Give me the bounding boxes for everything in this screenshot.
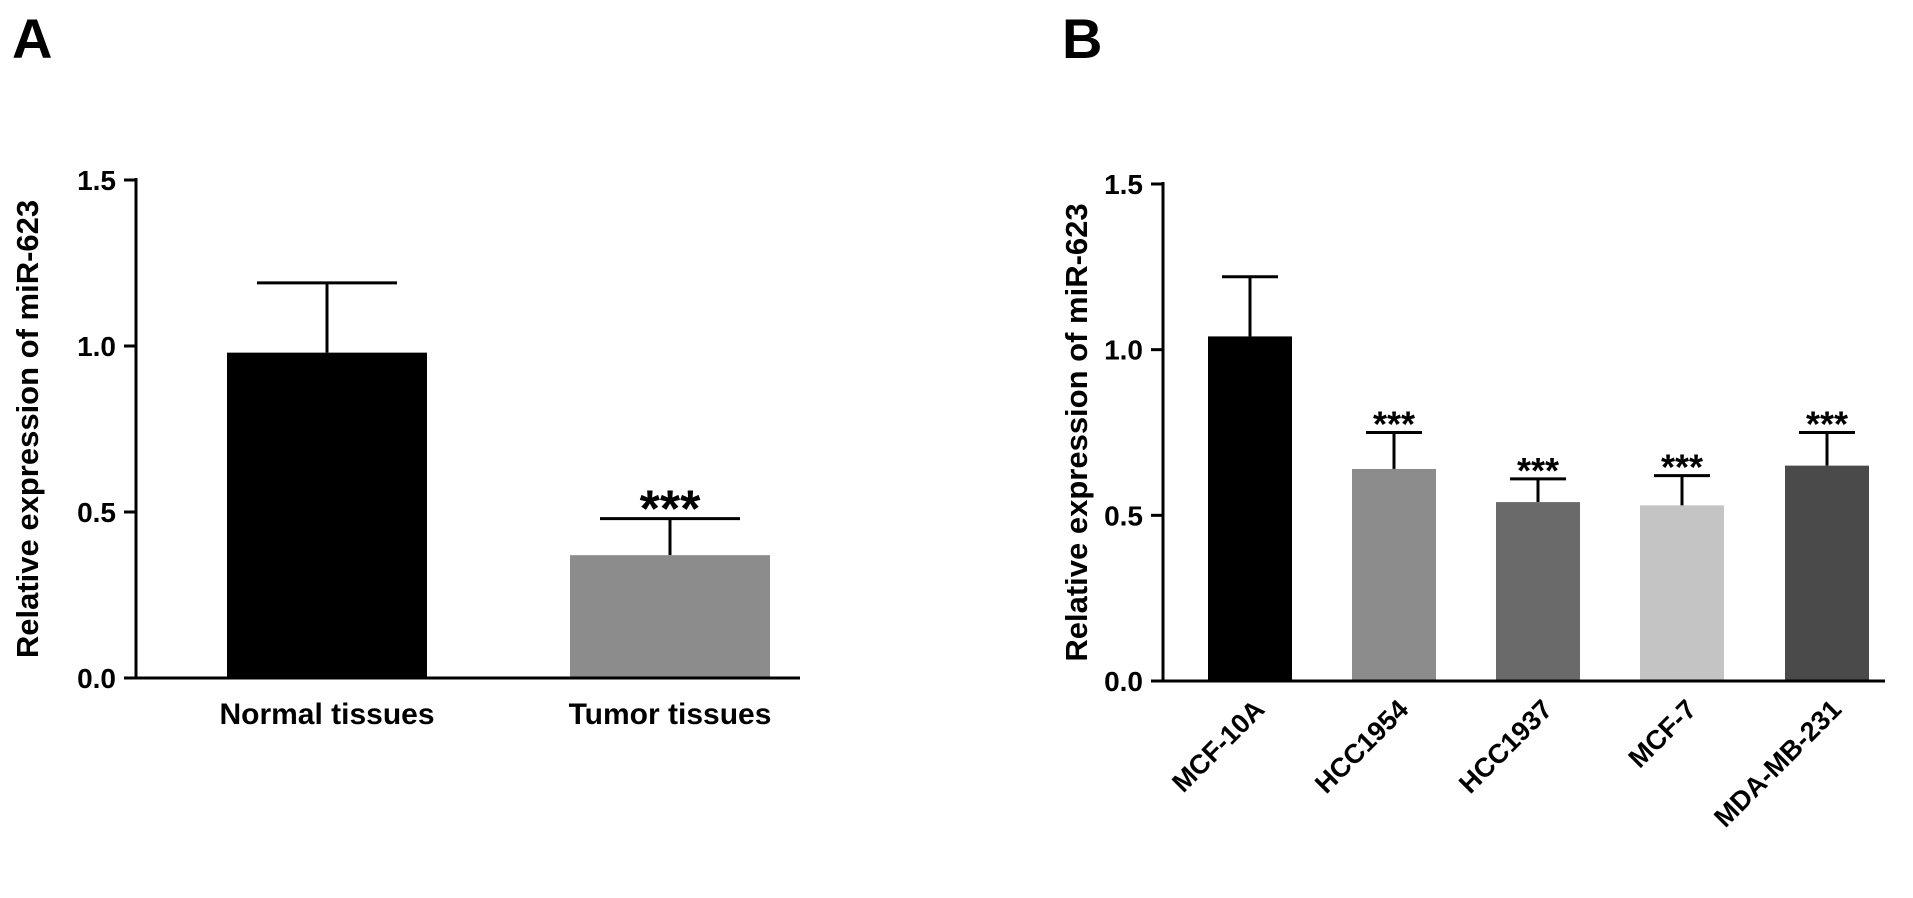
x-tick-label: MCF-7 — [1623, 694, 1703, 774]
x-tick-label: Tumor tissues — [569, 698, 772, 731]
significance-label: *** — [1806, 404, 1848, 445]
y-tick-label: 0.5 — [1104, 500, 1143, 531]
significance-label: *** — [640, 481, 701, 539]
bar — [1208, 336, 1292, 680]
y-axis-label: Relative expression of miR-623 — [10, 200, 45, 658]
bar — [227, 352, 427, 677]
bar — [1352, 468, 1436, 680]
x-tick-label: HCC1937 — [1453, 694, 1558, 799]
significance-label: *** — [1661, 447, 1703, 488]
bar — [1640, 505, 1724, 680]
panel-label-a: A — [12, 7, 53, 70]
y-tick-label: 0.5 — [77, 497, 116, 528]
bar — [1496, 502, 1580, 680]
x-tick-label: Normal tissues — [219, 698, 434, 731]
y-tick-label: 0.0 — [77, 663, 116, 694]
bar — [570, 555, 770, 677]
x-tick-label: MCF-10A — [1166, 694, 1270, 798]
x-tick-label: HCC1954 — [1309, 694, 1414, 799]
y-tick-label: 1.5 — [77, 165, 116, 196]
y-tick-label: 1.0 — [77, 331, 116, 362]
chart-b: Relative expression of miR-623 0.0 0.5 1.0 1… — [1059, 169, 1885, 833]
y-tick-label: 1.0 — [1104, 335, 1143, 366]
y-tick-label: 1.5 — [1104, 169, 1143, 200]
significance-label: *** — [1517, 450, 1559, 491]
y-axis-label: Relative expression of miR-623 — [1059, 203, 1094, 661]
y-tick-label: 0.0 — [1104, 666, 1143, 697]
significance-label: *** — [1373, 404, 1415, 445]
chart-a: Relative expression of miR-623 0.0 0.5 1.0 1… — [10, 165, 800, 731]
x-tick-label: MDA-MB-231 — [1708, 694, 1847, 833]
panel-label-b: B — [1062, 7, 1103, 70]
bar — [1785, 465, 1869, 680]
